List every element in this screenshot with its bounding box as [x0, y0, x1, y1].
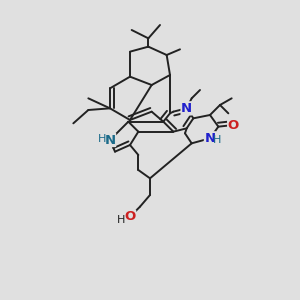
Text: N: N: [104, 134, 116, 146]
Text: N: N: [204, 132, 216, 145]
Text: H: H: [117, 215, 125, 225]
Text: H: H: [98, 134, 107, 143]
Text: O: O: [228, 118, 239, 131]
Text: H: H: [213, 135, 222, 145]
Text: O: O: [124, 210, 136, 223]
Text: N: N: [181, 102, 192, 115]
